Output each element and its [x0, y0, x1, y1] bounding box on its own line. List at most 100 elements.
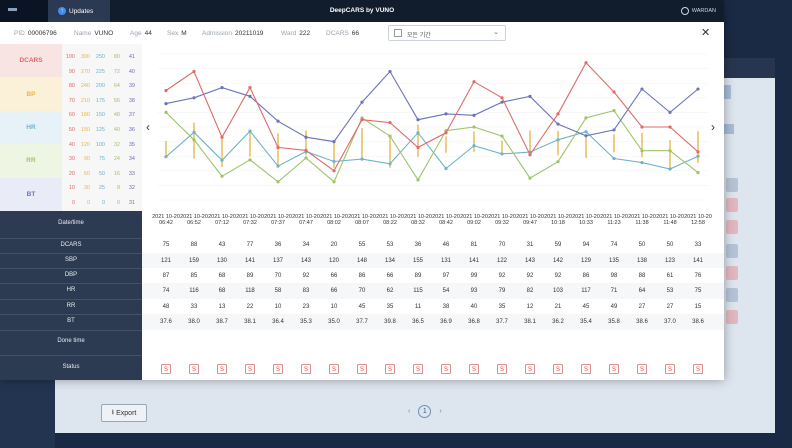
- user-icon: [680, 7, 689, 15]
- dbp-cell: 89: [414, 273, 422, 279]
- rr-point: [668, 149, 672, 153]
- chart-next-icon[interactable]: ›: [711, 120, 715, 134]
- sbp-cell: 129: [580, 258, 591, 264]
- status-badge[interactable]: S: [693, 364, 703, 374]
- hr-point: [640, 161, 644, 165]
- status-badge[interactable]: S: [245, 364, 255, 374]
- updates-button[interactable]: ↑ Updates: [48, 0, 110, 22]
- rr-cell: 15: [694, 304, 702, 310]
- rr-cell: 40: [470, 304, 478, 310]
- sbp-cell: 159: [188, 258, 199, 264]
- status-badge[interactable]: S: [497, 364, 507, 374]
- table-row-separator: [0, 283, 142, 284]
- scale-tick-label: 25: [98, 185, 105, 192]
- table-row-separator: [0, 253, 142, 254]
- rr-cell: 21: [554, 304, 562, 310]
- status-badge[interactable]: S: [217, 364, 227, 374]
- table-row-label: BT: [67, 318, 75, 324]
- user-menu[interactable]: WARDAN: [680, 7, 716, 15]
- age-field: Age 44: [130, 30, 152, 37]
- status-badge[interactable]: S: [665, 364, 675, 374]
- status-badge[interactable]: S: [357, 364, 367, 374]
- current-page[interactable]: 1: [418, 405, 432, 418]
- status-badge[interactable]: S: [301, 364, 311, 374]
- status-badge[interactable]: S: [385, 364, 395, 374]
- hr-cell: 93: [470, 288, 478, 294]
- bt-point: [696, 87, 700, 91]
- status-badge[interactable]: S: [553, 364, 563, 374]
- rr-point: [528, 176, 532, 180]
- bt-cell: 37.7: [356, 319, 368, 325]
- date-cell: 2021 10-20 11:23: [600, 214, 628, 227]
- bt-point: [556, 122, 560, 126]
- hr-point: [388, 162, 392, 166]
- status-badge[interactable]: S: [273, 364, 283, 374]
- status-badge[interactable]: S: [441, 364, 451, 374]
- background-row-marker: [726, 266, 738, 280]
- date-cell: 2021 10-20 10:18: [544, 214, 572, 227]
- scale-tick-label: 72: [113, 68, 120, 75]
- bt-point: [220, 85, 224, 90]
- sbp-cell: 131: [440, 258, 451, 264]
- dcars-cell: 34: [302, 242, 310, 248]
- dcars-point: [388, 121, 392, 125]
- status-badge[interactable]: S: [413, 364, 423, 374]
- sbp-cell: 134: [384, 258, 395, 264]
- status-badge[interactable]: S: [525, 364, 535, 374]
- status-badge[interactable]: S: [609, 364, 619, 374]
- chart-scale-column: 100 90 80 70 60 50 40 30 20 10 0 300 270 240 210 180 150…: [62, 44, 142, 211]
- export-button[interactable]: ⭳ Export: [101, 404, 147, 422]
- scale-tick-label: 90: [68, 68, 75, 75]
- table-row-separator: [0, 330, 142, 331]
- export-label: Export: [116, 409, 137, 417]
- background-row-marker: [726, 310, 738, 324]
- rr-point: [416, 178, 420, 182]
- bt-cell: 36.9: [440, 319, 452, 325]
- dbp-cell: 61: [666, 273, 674, 279]
- hr-point: [696, 154, 700, 158]
- date-cell: 2021 10-20 10:33: [572, 214, 600, 227]
- prev-page-icon[interactable]: ‹: [408, 408, 411, 415]
- dcars-point: [304, 148, 308, 152]
- dcars-cell: 31: [526, 242, 534, 248]
- period-select[interactable]: 모든 기간 ⌄: [388, 25, 506, 41]
- rr-cell: 45: [358, 304, 366, 310]
- sbp-cell: 120: [328, 258, 339, 264]
- table-row-separator: [0, 314, 142, 315]
- scale-tick-label: 150: [95, 112, 105, 119]
- dcars-cell: 88: [190, 242, 198, 248]
- hr-point: [612, 156, 616, 161]
- table-row-label: Status: [62, 364, 80, 370]
- hr-cell: 118: [245, 288, 255, 294]
- arrow-up-icon: ↑: [58, 7, 66, 15]
- scale-tick-label: 33: [128, 170, 135, 177]
- rr-point: [220, 174, 224, 178]
- chart-prev-icon[interactable]: ‹: [146, 120, 150, 134]
- hr-point: [192, 130, 196, 134]
- scale-tick-label: 40: [68, 141, 75, 148]
- hr-cell: 74: [162, 288, 170, 294]
- hr-point: [416, 131, 420, 135]
- pid-field: PID 00006796: [14, 30, 57, 37]
- chart-label-dcars: DCARS: [0, 44, 62, 78]
- rr-cell: 35: [498, 304, 506, 310]
- next-page-icon[interactable]: ›: [439, 408, 442, 415]
- table-row-label: Done time: [57, 338, 85, 344]
- dcars-point: [276, 145, 280, 150]
- rr-cell: 11: [414, 304, 422, 310]
- status-badge[interactable]: S: [581, 364, 591, 374]
- status-badge[interactable]: S: [329, 364, 339, 374]
- status-badge[interactable]: S: [189, 364, 199, 374]
- scale-tick-label: 8: [116, 185, 120, 192]
- table-row-labels: Date/time DCARS SBP DBP HR RR BT Done time Statu…: [0, 211, 142, 380]
- dbp-cell: 66: [330, 273, 338, 279]
- status-badge[interactable]: S: [637, 364, 647, 374]
- status-badge[interactable]: S: [161, 364, 171, 374]
- scale-tick-label: 64: [113, 83, 120, 90]
- hr-point: [500, 152, 504, 156]
- scale-tick-label: 35: [128, 141, 135, 148]
- hr-cell: 117: [581, 288, 591, 294]
- close-icon[interactable]: ✕: [701, 27, 711, 39]
- status-badge[interactable]: S: [469, 364, 479, 374]
- table-row: [142, 314, 724, 330]
